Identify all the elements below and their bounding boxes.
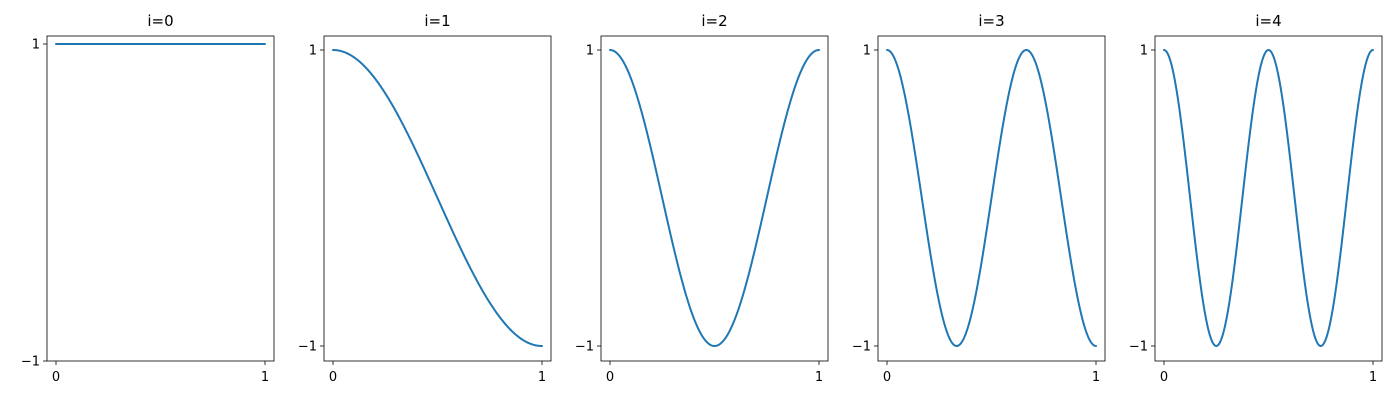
y-tick-label-2-0: −1: [575, 340, 594, 355]
axes-frame-2: [600, 35, 829, 362]
x-tick-label-1-1: 1: [538, 370, 546, 385]
y-tick-label-4-0: −1: [1129, 340, 1148, 355]
x-tick-label-3-1: 1: [1092, 370, 1100, 385]
x-tick-label-1-0: 0: [329, 370, 337, 385]
x-tick-label-0-1: 1: [261, 370, 269, 385]
series-line-2: [609, 49, 820, 347]
subplot-4: i=4 0 1 −1 1: [1129, 12, 1383, 385]
x-tick-label-4-1: 1: [1369, 370, 1377, 385]
y-tick-label-1-1: 1: [309, 44, 317, 59]
subplot-3: i=3 0 1 −1 1: [852, 12, 1106, 385]
y-tick-label-3-1: 1: [863, 44, 871, 59]
x-tick-label-2-0: 0: [606, 370, 614, 385]
x-tick-label-2-1: 1: [815, 370, 823, 385]
x-tick-label-0-0: 0: [52, 370, 60, 385]
series-line-3: [886, 49, 1097, 347]
series-line-4: [1163, 49, 1374, 347]
subplot-title-1: i=1: [424, 12, 450, 30]
subplot-title-2: i=2: [701, 12, 727, 30]
axes-frame-0: [46, 35, 275, 362]
subplot-2: i=2 0 1 −1 1: [575, 12, 829, 385]
x-tick-label-4-0: 0: [1160, 370, 1168, 385]
subplot-title-3: i=3: [978, 12, 1004, 30]
axes-frame-3: [877, 35, 1106, 362]
subplot-0: i=0 0 1 −1 1: [21, 12, 275, 385]
y-tick-label-2-1: 1: [586, 44, 594, 59]
axes-frame-1: [323, 35, 552, 362]
y-tick-label-1-0: −1: [298, 340, 317, 355]
axes-frame-4: [1154, 35, 1383, 362]
subplot-title-4: i=4: [1255, 12, 1281, 30]
y-tick-label-3-0: −1: [852, 340, 871, 355]
x-tick-label-3-0: 0: [883, 370, 891, 385]
y-tick-label-4-1: 1: [1140, 44, 1148, 59]
y-tick-label-0-0: −1: [21, 355, 40, 370]
subplot-1: i=1 0 1 −1 1: [298, 12, 552, 385]
y-tick-label-0-1: 1: [32, 38, 40, 53]
series-line-1: [332, 49, 543, 347]
subplot-title-0: i=0: [147, 12, 173, 30]
